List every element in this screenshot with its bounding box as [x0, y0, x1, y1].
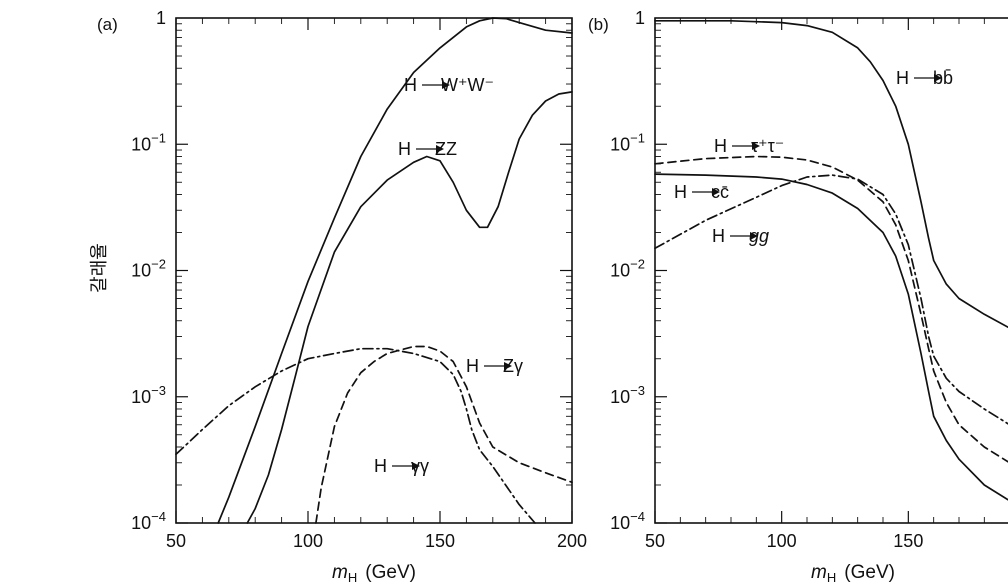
- series-line-b-0: [654, 19, 1008, 329]
- x-tick-label: 150: [893, 531, 923, 551]
- label-h-zgamma: H Zγ: [466, 356, 523, 376]
- y-tick-label: 1: [635, 8, 645, 28]
- y-tick-label: 10−2: [610, 257, 645, 281]
- arrow-h-gammagamma: [392, 462, 420, 470]
- panel-b-frame: [654, 17, 1008, 524]
- x-tick-label: 200: [557, 531, 587, 551]
- y-tick-label: 10−3: [131, 383, 166, 407]
- arrow-h-tautau: [732, 142, 760, 150]
- y-tick-label: 10−3: [610, 383, 645, 407]
- panel-a-tag: (a): [97, 15, 118, 34]
- y-tick-label: 10−1: [610, 130, 645, 154]
- panel-a: (a) 1 10−1 10−2 10−3 10−450 100 150 200 mH (GeV)…: [97, 8, 587, 583]
- series-line-a-0: [217, 17, 573, 524]
- arrow-h-zz: [416, 145, 444, 153]
- y-axis-label: 갈래율: [89, 243, 110, 293]
- x-tick-label: 50: [166, 531, 186, 551]
- panel-a-ticks: 1 10−1 10−2 10−3 10−450 100 150 200: [131, 8, 587, 551]
- panel-a-frame: [175, 17, 573, 524]
- series-line-b-1: [654, 155, 1008, 463]
- arrow-h-cc: [692, 188, 720, 196]
- y-tick-label: 10−4: [610, 509, 645, 533]
- x-tick-label: 150: [425, 531, 455, 551]
- panel-b-ticks: 1 10−1 10−2 10−3 10−450 100 150: [610, 8, 985, 551]
- label-h-zz: H ZZ: [398, 139, 457, 159]
- series-line-a-3: [175, 347, 536, 524]
- series-line-b-3: [654, 174, 1008, 425]
- x-tick-label: 100: [767, 531, 797, 551]
- label-h-ww: H W⁺W⁻: [404, 75, 494, 95]
- y-tick-label: 1: [156, 8, 166, 28]
- x-tick-label: 100: [293, 531, 323, 551]
- arrow-h-gluongluon: [730, 232, 758, 240]
- label-h-cc: Hcc̄: [674, 182, 729, 202]
- y-tick-label: 10−4: [131, 509, 166, 533]
- series-line-b-2: [654, 173, 1008, 501]
- panel-b-curves: [654, 19, 1008, 501]
- x-tick-label: 50: [645, 531, 665, 551]
- panel-a-curves: [175, 17, 573, 524]
- arrow-h-bb: [914, 74, 942, 82]
- y-tick-label: 10−2: [131, 257, 166, 281]
- panel-a-x-axis-label: mH (GeV): [332, 562, 416, 583]
- arrow-h-zgamma: [484, 362, 512, 370]
- panel-b-x-axis-label: mH (GeV): [811, 562, 895, 583]
- series-line-a-2: [315, 345, 573, 524]
- panel-b-tag: (b): [588, 15, 609, 34]
- arrow-h-ww: [422, 81, 450, 89]
- y-tick-label: 10−1: [131, 130, 166, 154]
- series-line-a-1: [246, 91, 573, 524]
